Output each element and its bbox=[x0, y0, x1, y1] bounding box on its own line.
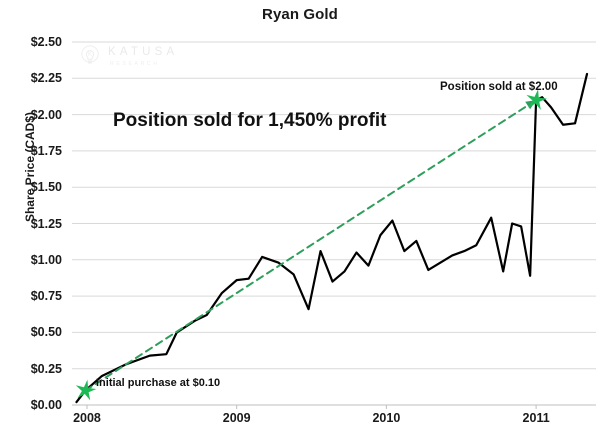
gridlines bbox=[72, 41, 596, 370]
series-line bbox=[84, 99, 538, 392]
star-marker-icon bbox=[75, 379, 97, 401]
annotation-position-sold: Position sold at $2.00 bbox=[440, 81, 558, 93]
y-axis-tick-label: $2.50 bbox=[30, 35, 62, 49]
y-axis-tick-label: $0.75 bbox=[30, 289, 62, 304]
y-axis-tick-label: $0.25 bbox=[30, 361, 62, 376]
x-axis-tick-label: 2011 bbox=[522, 411, 550, 425]
y-axis-tick-label: $1.25 bbox=[30, 216, 62, 231]
y-axis-tick-label: $1.50 bbox=[30, 180, 62, 195]
y-axis-tick-label: $0.00 bbox=[30, 398, 62, 412]
x-axis-tick-label: 2008 bbox=[73, 411, 101, 425]
y-axis-tick-label: $1.75 bbox=[30, 143, 62, 158]
star-marker-icon bbox=[526, 89, 548, 110]
y-axis-tick-label: $0.50 bbox=[30, 325, 62, 340]
x-axis-tick-label: 2010 bbox=[372, 411, 401, 425]
x-axis-ticks bbox=[86, 405, 537, 409]
page-title: Ryan Gold bbox=[262, 6, 338, 23]
annotation-initial-purchase: Initial purchase at $0.10 bbox=[96, 377, 221, 389]
y-axis-tick-label: $2.00 bbox=[30, 107, 62, 122]
x-axis-tick-label: 2009 bbox=[222, 411, 251, 425]
y-axis-tick-label: $1.00 bbox=[30, 252, 62, 267]
annotation-headline: Position sold for 1,450% profit bbox=[113, 110, 387, 131]
y-axis-tick-labels: $0.00 $0.25 $0.50 $0.75 $1.00 $1.25 $1.50 $1.75… bbox=[10, 0, 62, 435]
y-axis-tick-label: $2.25 bbox=[30, 71, 62, 86]
marker-layer bbox=[75, 89, 548, 401]
